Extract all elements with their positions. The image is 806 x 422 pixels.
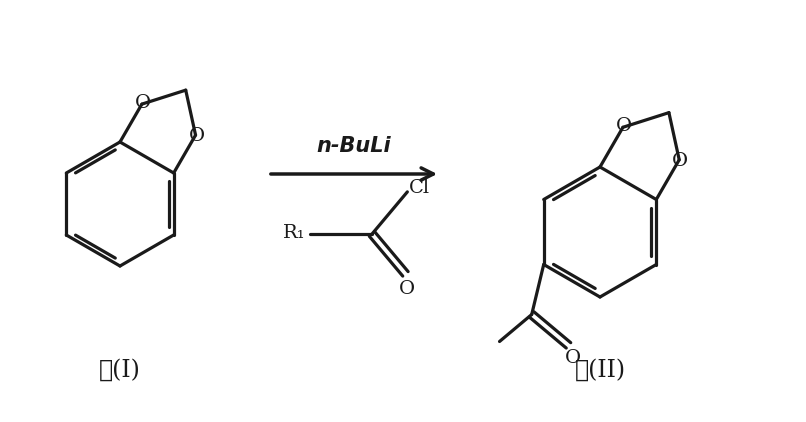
Text: O: O [135, 94, 151, 112]
Text: O: O [399, 280, 415, 298]
Text: O: O [189, 127, 205, 145]
Text: O: O [564, 349, 580, 368]
Text: R₁: R₁ [284, 224, 306, 242]
Text: 式(I): 式(I) [99, 359, 141, 381]
Text: 式(II): 式(II) [575, 359, 625, 381]
Text: O: O [616, 117, 632, 135]
Text: O: O [672, 152, 688, 170]
Text: Cl: Cl [409, 179, 430, 197]
Text: n-BuLi: n-BuLi [317, 136, 391, 156]
